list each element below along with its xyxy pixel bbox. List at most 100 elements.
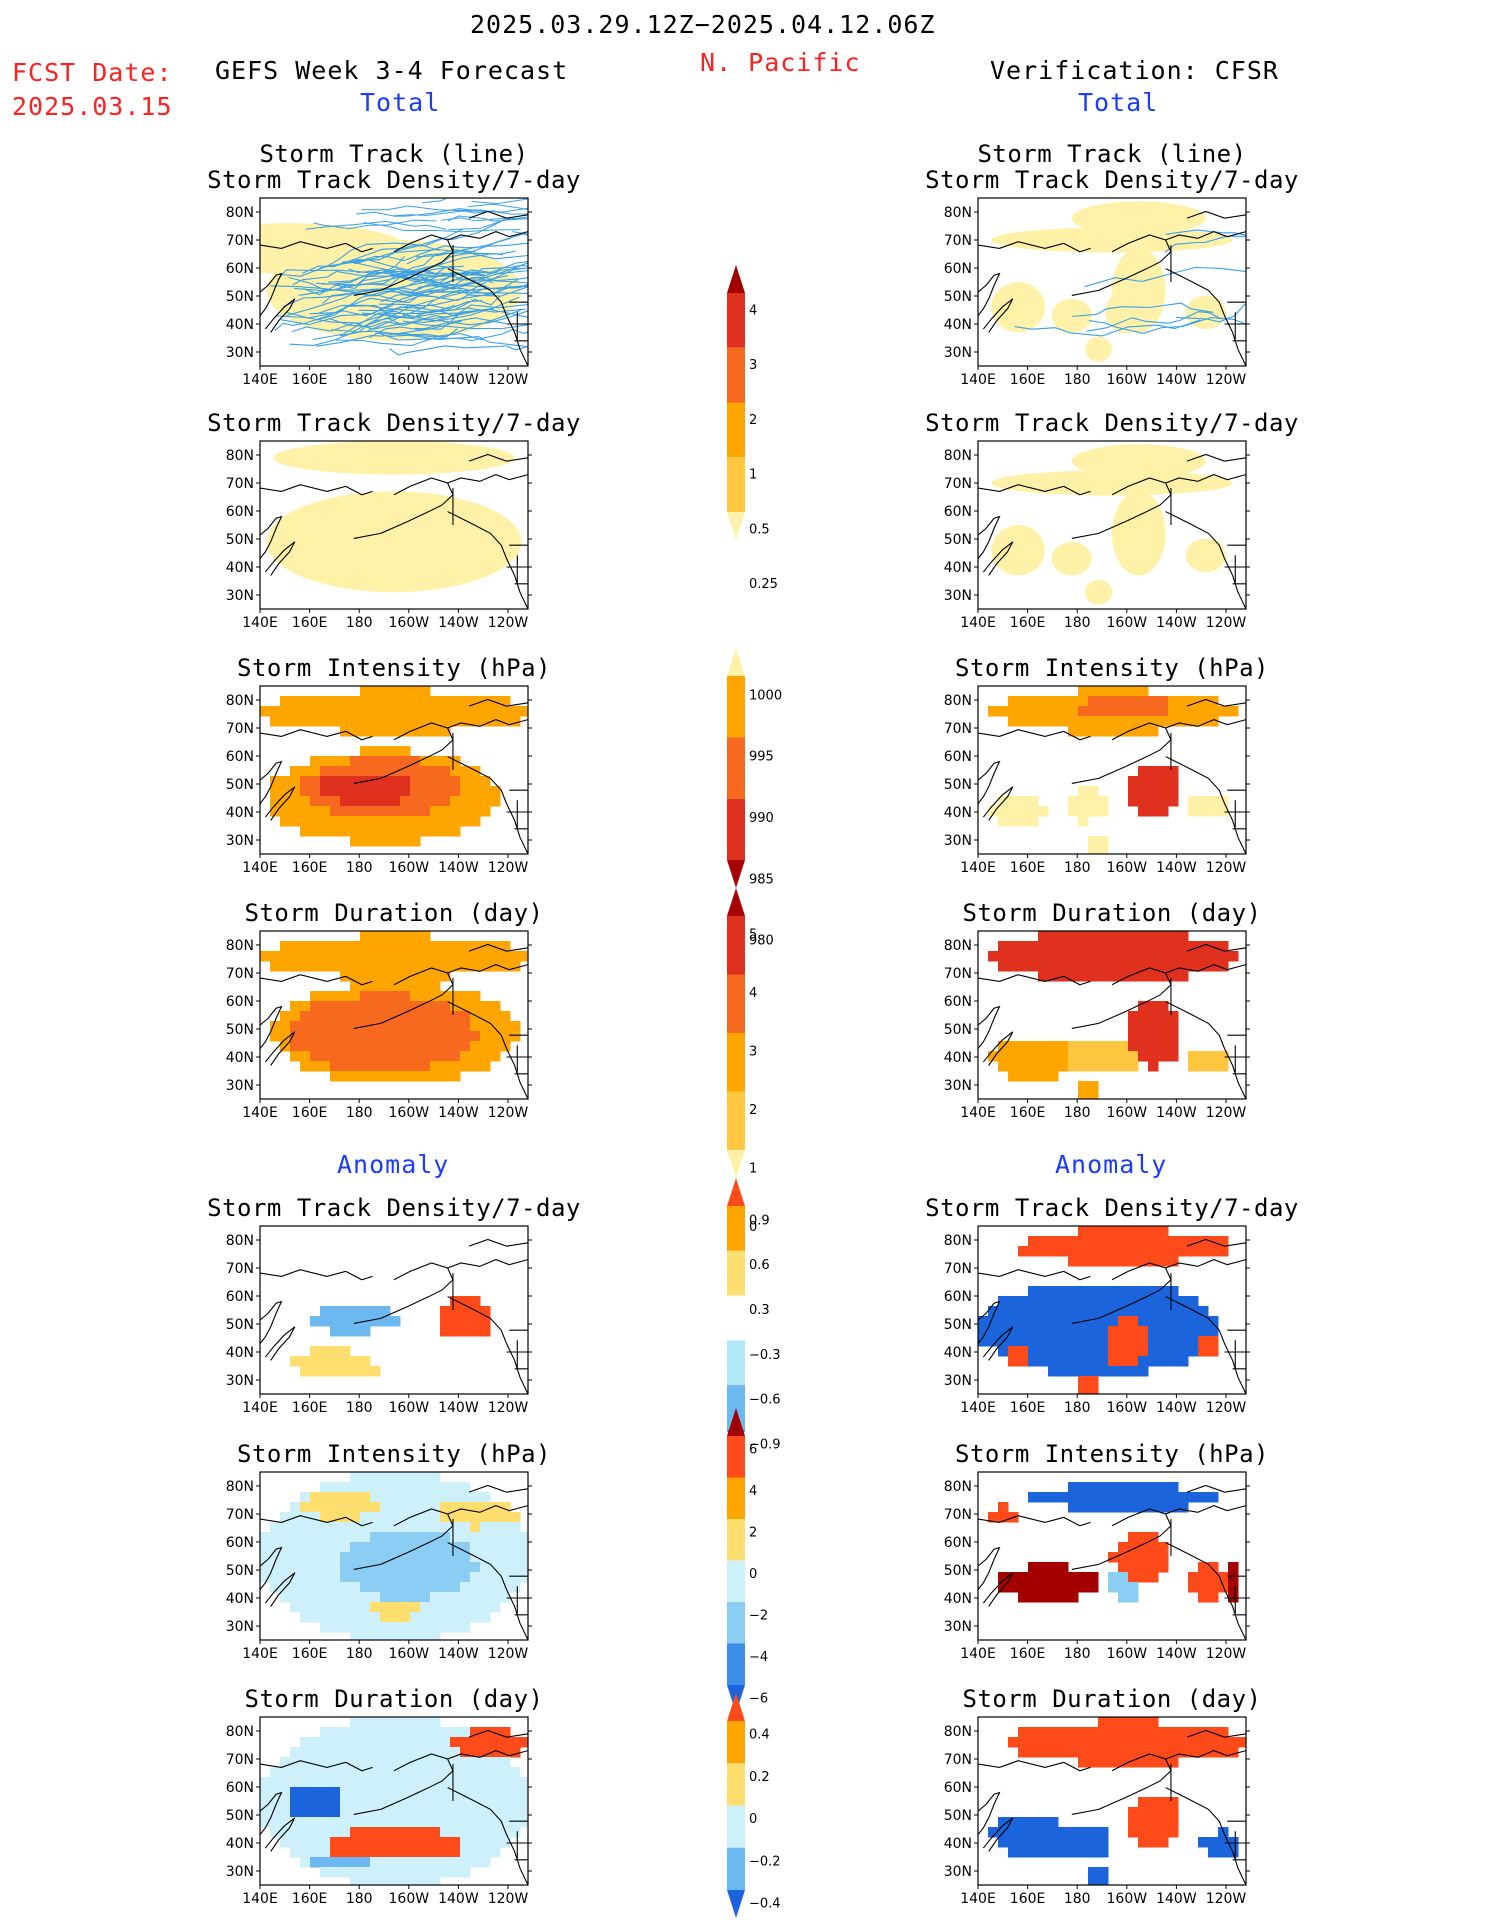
grid-cell (350, 971, 361, 982)
grid-cell (360, 696, 371, 707)
grid-cell (1128, 1021, 1139, 1032)
colorbar-label: 0.3 (749, 1303, 770, 1318)
lon-label: 180 (1064, 1891, 1091, 1907)
colorbar-segment (727, 1033, 745, 1092)
storm-track-line (294, 266, 453, 291)
grid-cell (1078, 1847, 1089, 1858)
storm-track-line (1088, 317, 1246, 334)
grid-cell (500, 706, 511, 717)
grid-cell (460, 1021, 471, 1032)
grid-cell (360, 686, 371, 697)
lon-label: 160E (1010, 372, 1046, 388)
grid-cell (410, 1767, 421, 1778)
lon-label: 140W (1156, 1646, 1197, 1662)
grid-cell (450, 1867, 461, 1878)
grid-cell (1148, 1041, 1159, 1052)
grid-cell (1028, 1582, 1039, 1593)
grid-cell (300, 1061, 311, 1072)
grid-cell (400, 1777, 411, 1788)
grid-cell (310, 1612, 321, 1623)
grid-cell (1048, 941, 1059, 952)
grid-cell (1128, 941, 1139, 952)
grid-cell (490, 1727, 501, 1738)
grid-cell (1038, 1492, 1049, 1503)
grid-cell (1138, 1246, 1149, 1257)
grid-cell (1108, 1226, 1119, 1237)
grid-cell (510, 961, 521, 972)
storm-track-line (363, 222, 521, 233)
grid-cell (1088, 1061, 1099, 1072)
grid-cell (1138, 1366, 1149, 1377)
grid-cell (340, 1787, 351, 1798)
grid-cell (330, 816, 341, 827)
fcst-date-label: FCST Date: (12, 58, 173, 87)
grid-cell (1128, 1356, 1139, 1367)
grid-cell (470, 1562, 481, 1573)
grid-cell (1148, 1717, 1159, 1728)
grid-cell (460, 716, 471, 727)
grid-cell (1028, 816, 1039, 827)
storm-track-line (1014, 319, 1201, 337)
panel-title: Storm Track Density/7-day (207, 1194, 581, 1222)
colorbar-segment (727, 1295, 745, 1341)
grid-cell (440, 756, 451, 767)
grid-cell (330, 1356, 341, 1367)
grid-cell (330, 1737, 341, 1748)
storm-track-line (512, 231, 528, 235)
lat-label: 70N (226, 966, 254, 982)
lat-label: 50N (944, 1317, 972, 1333)
grid-cell (460, 1767, 471, 1778)
lat-label: 30N (226, 1864, 254, 1880)
grid-cell (350, 756, 361, 767)
grid-cell (290, 961, 301, 972)
grid-cell (410, 776, 421, 787)
grid-cell (1108, 1747, 1119, 1758)
grid-cell (350, 961, 361, 972)
grid-cell (370, 1071, 381, 1082)
grid-cell (430, 1021, 441, 1032)
map-frame (259, 1225, 529, 1395)
grid-cell (390, 826, 401, 837)
grid-cell (1128, 696, 1139, 707)
grid-cell (370, 1482, 381, 1493)
grid-cell (390, 1622, 401, 1633)
grid-cell (430, 766, 441, 777)
grid-cell (1078, 1256, 1089, 1267)
grid-cell (370, 1582, 381, 1593)
grid-cell (330, 1807, 341, 1818)
grid-cell (360, 726, 371, 737)
grid-cell (330, 1316, 341, 1327)
grid-cell (1118, 686, 1129, 697)
grid-cell (1078, 1582, 1089, 1593)
grid-cell (410, 806, 421, 817)
grid-cell (1028, 1837, 1039, 1848)
grid-cell (390, 806, 401, 817)
colorbar-segment (727, 402, 745, 458)
grid-cell (350, 1356, 361, 1367)
colorbar-label: 4 (749, 1484, 757, 1499)
grid-cell (300, 1797, 311, 1808)
grid-cell (310, 1857, 321, 1868)
grid-cell (410, 836, 421, 847)
grid-cell (350, 1522, 361, 1533)
grid-cell (350, 1542, 361, 1553)
grid-cell (330, 1867, 341, 1878)
grid-cell (1048, 1847, 1059, 1858)
grid-cell (370, 1787, 381, 1798)
grid-cell (1208, 1837, 1219, 1848)
grid-cell (1038, 1236, 1049, 1247)
grid-cell (1098, 1867, 1109, 1878)
grid-cell (998, 1572, 1009, 1583)
grid-cell (350, 716, 361, 727)
grid-cell (400, 1552, 411, 1563)
grid-cell (1018, 1336, 1029, 1347)
grid-cell (470, 1502, 481, 1513)
grid-cell (1048, 1572, 1059, 1583)
grid-cell (1018, 951, 1029, 962)
grid-cell (1138, 1827, 1149, 1838)
grid-cell (290, 816, 301, 827)
grid-cell (450, 756, 461, 767)
grid-cell (310, 1847, 321, 1858)
grid-cell (420, 971, 431, 982)
grid-cell (340, 1492, 351, 1503)
